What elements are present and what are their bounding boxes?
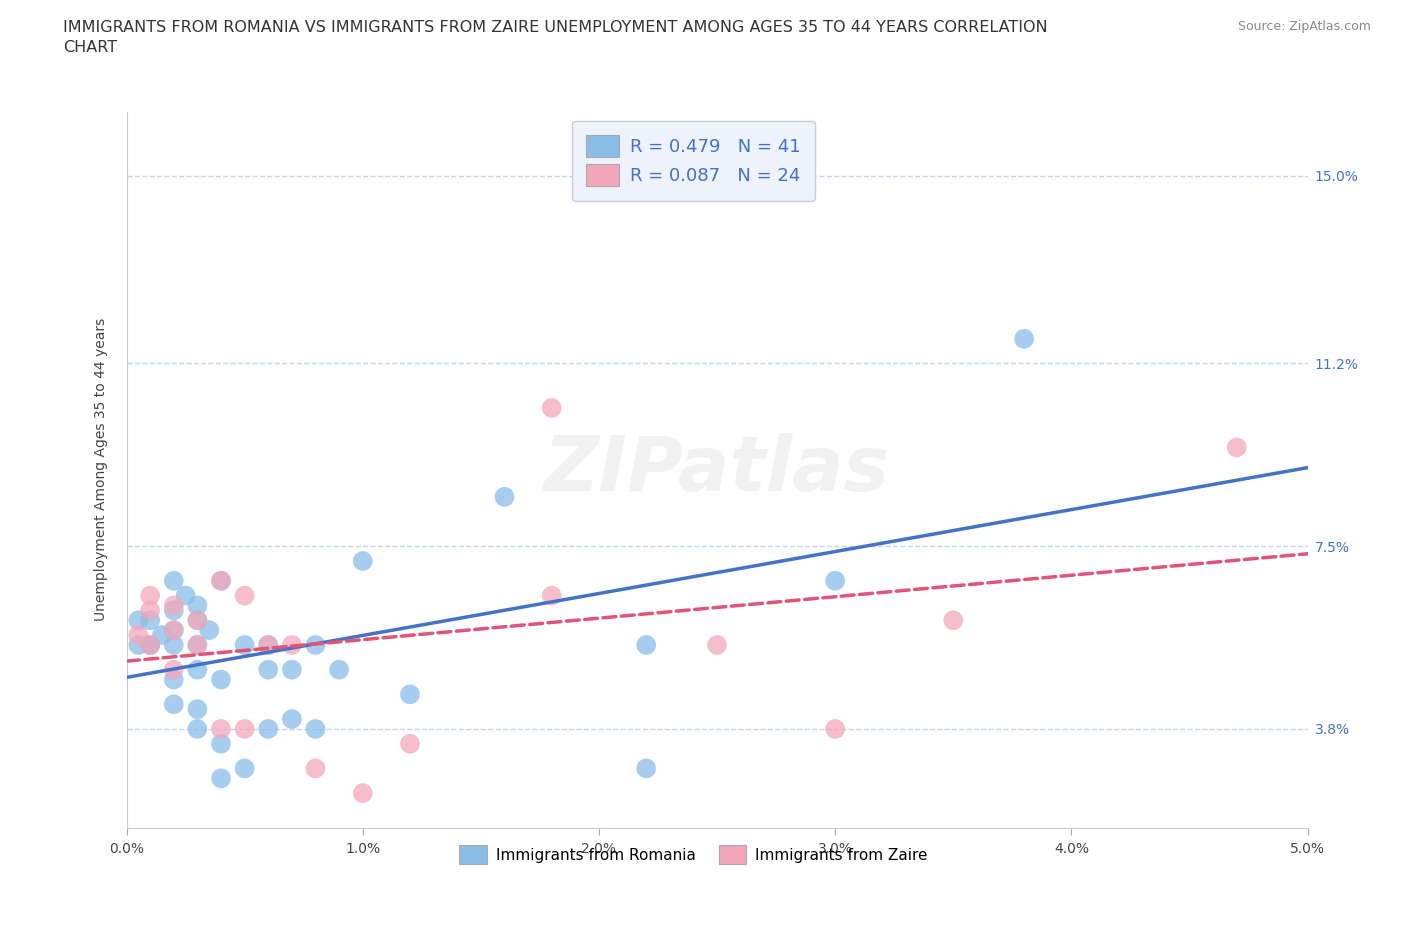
Text: ZIPatlas: ZIPatlas <box>544 432 890 507</box>
Point <box>304 761 326 776</box>
Point <box>139 588 162 603</box>
Point <box>281 662 304 677</box>
Point <box>304 638 326 653</box>
Point <box>540 401 562 416</box>
Point <box>139 638 162 653</box>
Point <box>186 613 208 628</box>
Point <box>352 553 374 568</box>
Point <box>233 638 256 653</box>
Point <box>186 702 208 717</box>
Point <box>139 638 162 653</box>
Point <box>1226 440 1249 455</box>
Point <box>163 638 186 653</box>
Point <box>139 603 162 618</box>
Point <box>163 573 186 588</box>
Point <box>1012 331 1035 346</box>
Point <box>304 722 326 737</box>
Point <box>540 588 562 603</box>
Point <box>186 638 208 653</box>
Point <box>163 598 186 613</box>
Point <box>636 638 658 653</box>
Point <box>399 687 422 702</box>
Point <box>257 662 280 677</box>
Point <box>257 638 280 653</box>
Point <box>233 588 256 603</box>
Point <box>352 786 374 801</box>
Point <box>198 623 221 638</box>
Point <box>209 737 232 751</box>
Point <box>257 722 280 737</box>
Point <box>281 711 304 726</box>
Y-axis label: Unemployment Among Ages 35 to 44 years: Unemployment Among Ages 35 to 44 years <box>94 318 108 621</box>
Point <box>186 638 208 653</box>
Point <box>494 489 516 504</box>
Point <box>127 638 149 653</box>
Point <box>163 623 186 638</box>
Point <box>824 573 846 588</box>
Point <box>706 638 728 653</box>
Point <box>209 771 232 786</box>
Point <box>139 638 162 653</box>
Point <box>209 672 232 687</box>
Point <box>328 662 350 677</box>
Point <box>163 697 186 711</box>
Text: CHART: CHART <box>63 40 117 55</box>
Point <box>186 662 208 677</box>
Point <box>163 672 186 687</box>
Point <box>281 638 304 653</box>
Point <box>942 613 965 628</box>
Text: IMMIGRANTS FROM ROMANIA VS IMMIGRANTS FROM ZAIRE UNEMPLOYMENT AMONG AGES 35 TO 4: IMMIGRANTS FROM ROMANIA VS IMMIGRANTS FR… <box>63 20 1047 35</box>
Point <box>163 662 186 677</box>
Legend: Immigrants from Romania, Immigrants from Zaire: Immigrants from Romania, Immigrants from… <box>453 840 934 870</box>
Point <box>186 613 208 628</box>
Point <box>209 573 232 588</box>
Point <box>127 628 149 643</box>
Point <box>399 737 422 751</box>
Point <box>209 722 232 737</box>
Point <box>163 603 186 618</box>
Point <box>127 613 149 628</box>
Point <box>174 588 197 603</box>
Point <box>233 722 256 737</box>
Point <box>257 638 280 653</box>
Point <box>636 761 658 776</box>
Point <box>139 613 162 628</box>
Point <box>186 722 208 737</box>
Text: Source: ZipAtlas.com: Source: ZipAtlas.com <box>1237 20 1371 33</box>
Point <box>186 598 208 613</box>
Point <box>233 761 256 776</box>
Point <box>824 722 846 737</box>
Point <box>209 573 232 588</box>
Point <box>163 623 186 638</box>
Point <box>150 628 173 643</box>
